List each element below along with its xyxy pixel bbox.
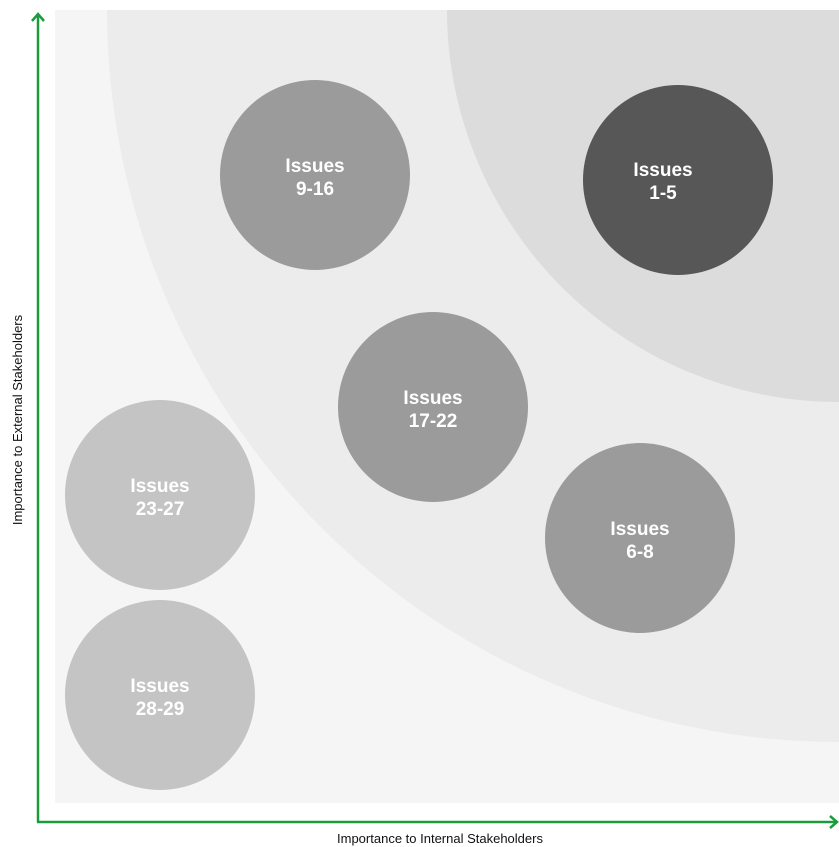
bubble-circle <box>65 600 255 790</box>
bubble: Issues 1-5 <box>583 85 773 275</box>
bubble-label: 17-22 <box>409 411 458 432</box>
bubble-label: Issues <box>610 519 669 540</box>
x-arrow <box>829 815 839 829</box>
bubble-label: Issues <box>633 160 692 181</box>
bubble-label: 9-16 <box>296 179 334 200</box>
bubble-circle <box>545 443 735 633</box>
bubble: Issues 23-27 <box>65 400 255 590</box>
bubble: Issues 28-29 <box>65 600 255 790</box>
y-axis-label: Importance to External Stakeholders <box>10 314 25 525</box>
x-axis-label: Importance to Internal Stakeholders <box>337 831 543 846</box>
bubble-label: Issues <box>285 156 344 177</box>
bubble-circle <box>338 312 528 502</box>
bubble: Issues 6-8 <box>545 443 735 633</box>
bubble-label: 28-29 <box>136 699 185 720</box>
y-arrow <box>31 12 45 22</box>
bubble: Issues 17-22 <box>338 312 528 502</box>
bubble-label: 23-27 <box>136 499 185 520</box>
bubble-label: Issues <box>130 476 189 497</box>
bubble-label: Issues <box>403 388 462 409</box>
bubble: Issues 9-16 <box>220 80 410 270</box>
bubble-circle <box>65 400 255 590</box>
bubble-label: Issues <box>130 676 189 697</box>
bubble-circle <box>583 85 773 275</box>
bubble-circle <box>220 80 410 270</box>
bubble-label: 6-8 <box>626 542 653 563</box>
bubble-label: 1-5 <box>649 183 677 204</box>
axes <box>31 12 839 829</box>
